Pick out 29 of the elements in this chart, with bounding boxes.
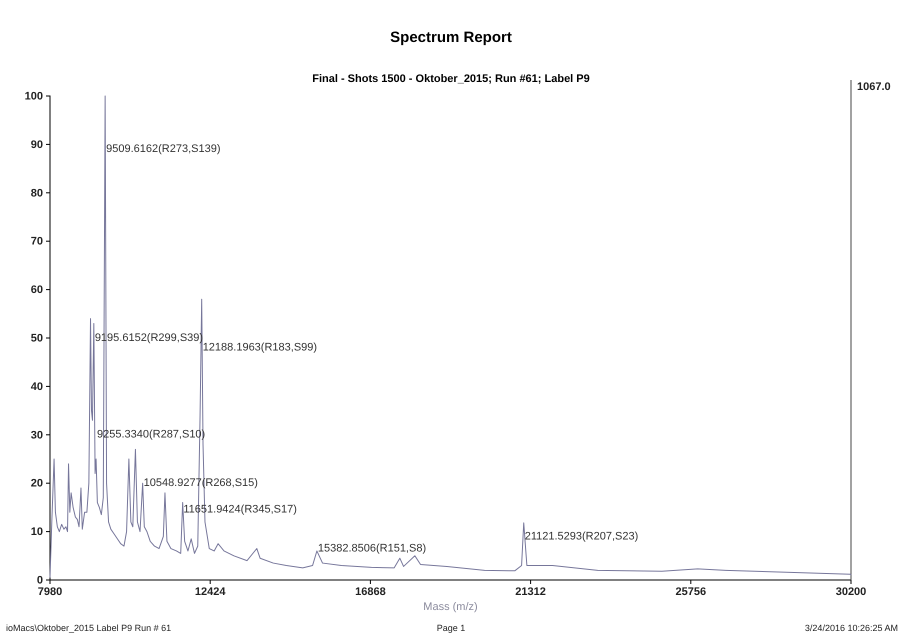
y-tick-label: 30: [30, 429, 43, 442]
x-tick-label: 21312: [515, 586, 546, 598]
y-tick-label: 80: [30, 187, 43, 200]
y-tick-label: 20: [30, 478, 43, 490]
annotation: 12188.1963(R183,S99): [202, 342, 318, 354]
y-tick-label: 70: [30, 236, 43, 248]
x-axis-title: Mass (m/z): [423, 601, 478, 613]
x-tick-label: 25756: [676, 586, 706, 598]
text: Page 1: [436, 623, 466, 633]
x-tick-label: 16868: [355, 586, 386, 598]
text: 1067.0: [857, 81, 891, 93]
x-tick-label: 7980: [38, 586, 62, 598]
annotation: 9509.6162(R273,S139): [106, 143, 221, 156]
annotation: 15382.8506(R151,S8): [318, 542, 426, 554]
chart-subtitle: Final - Shots 1500 - Oktober_2015; Run #61; Label P9: [312, 73, 590, 85]
y-tick-label: 60: [30, 284, 43, 296]
text: ioMacs\Oktober_2015 Label P9 Run # 61: [6, 623, 172, 633]
x-tick-label: 12424: [194, 586, 226, 598]
y-tick-label: 90: [30, 138, 43, 151]
line-series: [50, 96, 852, 578]
text: 3/24/2016 10:26:25 AM: [804, 623, 898, 633]
y-tick-label: 10: [30, 526, 43, 538]
annotation: 21121.5293(R207,S23): [524, 530, 638, 542]
y-tick-label: 0: [36, 574, 43, 587]
chart-title: Spectrum Report: [390, 29, 512, 46]
y-tick-label: 50: [30, 332, 43, 345]
y-tick-label: 40: [30, 380, 43, 393]
y-tick-label: 100: [24, 90, 43, 103]
x-tick-label: 30200: [836, 586, 866, 598]
